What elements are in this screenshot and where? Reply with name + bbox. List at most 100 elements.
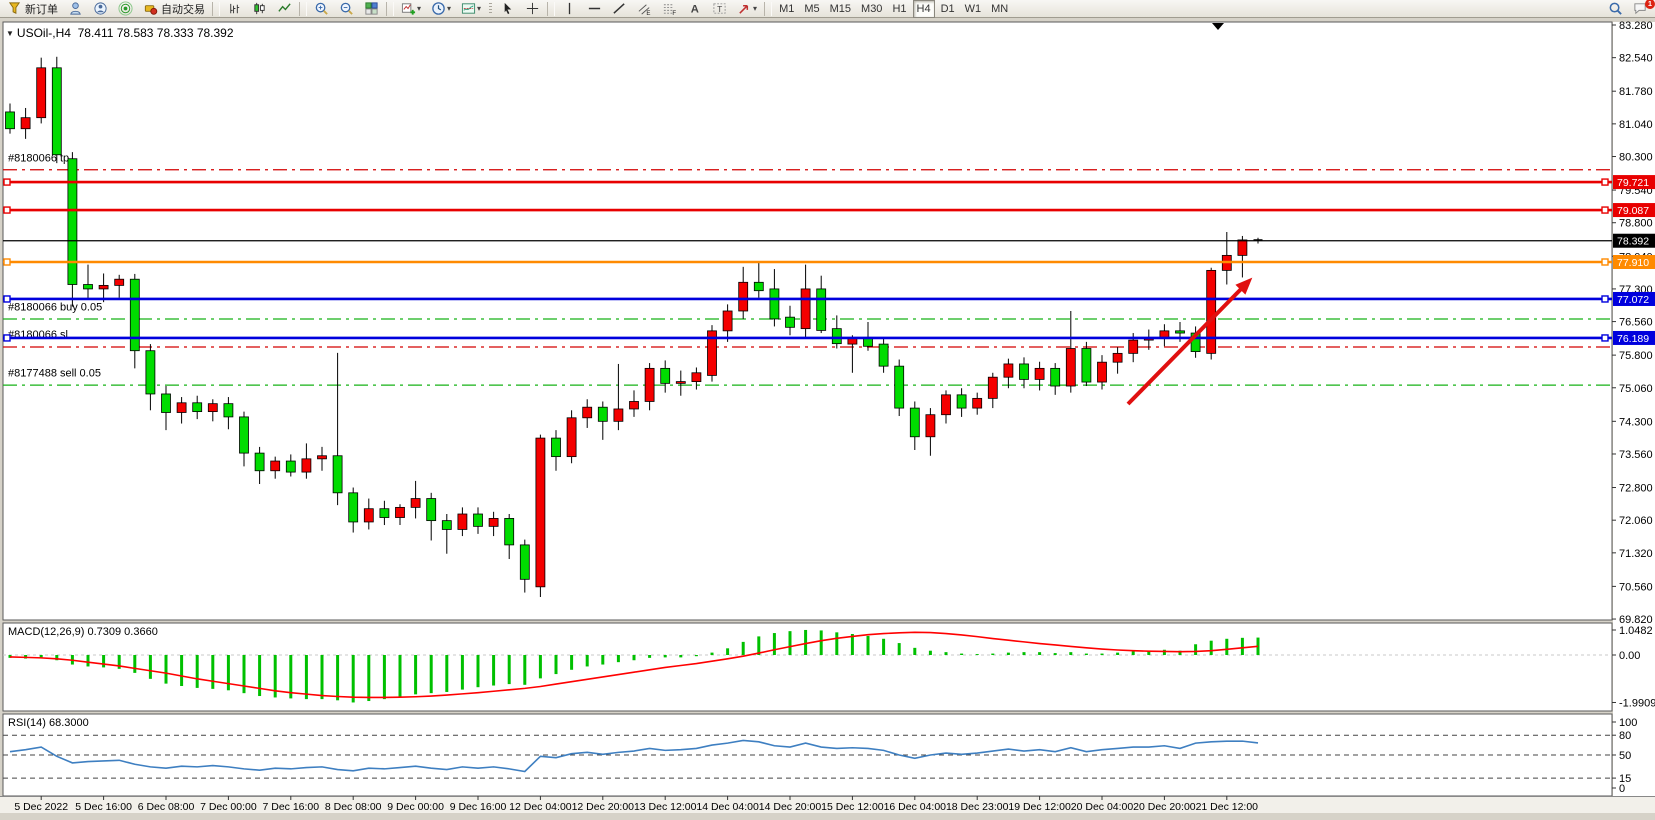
chevron-down-icon[interactable]: ▾ xyxy=(477,4,482,13)
candle-up xyxy=(1034,367,1045,380)
support-line-1-anchor[interactable] xyxy=(1601,295,1609,303)
time-axis-area[interactable] xyxy=(0,796,1655,813)
time-tick-label: 8 Dec 08:00 xyxy=(325,801,382,813)
svg-text:T: T xyxy=(717,4,722,14)
label-button[interactable]: T xyxy=(708,0,731,18)
cursor-icon xyxy=(500,1,515,16)
timeframe-m30[interactable]: M30 xyxy=(857,0,886,18)
candle-down xyxy=(519,544,530,580)
candle-down xyxy=(1175,330,1185,334)
candle-down xyxy=(192,402,203,413)
price-badge xyxy=(1613,233,1655,248)
cursor-button[interactable] xyxy=(496,0,519,18)
zoom-out-button[interactable] xyxy=(335,0,358,18)
candle-down xyxy=(145,350,156,395)
price-tick-label: 75.060 xyxy=(1619,383,1653,395)
community-button[interactable] xyxy=(89,0,112,18)
vline-button[interactable] xyxy=(558,0,581,18)
macd-panel[interactable] xyxy=(2,622,1613,712)
candle-up xyxy=(1112,352,1123,363)
search-button[interactable] xyxy=(1604,0,1627,18)
price-tick-label: 70.560 xyxy=(1619,581,1653,593)
timeframe-d1[interactable]: D1 xyxy=(937,0,959,18)
chat-button[interactable]: 1 xyxy=(1629,0,1655,18)
trend-arrow-head xyxy=(1235,277,1253,295)
macd-signal-line xyxy=(9,631,1259,699)
resistance-line-2-anchor[interactable] xyxy=(3,206,11,214)
time-tick-label: 13 Dec 12:00 xyxy=(634,801,697,813)
price-tick-label: 72.060 xyxy=(1619,515,1653,527)
time-tick-label: 14 Dec 04:00 xyxy=(696,801,759,813)
bar-chart-button[interactable] xyxy=(223,0,246,18)
support-line-1-anchor[interactable] xyxy=(3,295,11,303)
timeframe-m15-label: M15 xyxy=(829,2,852,15)
time-tick-label: 7 Dec 16:00 xyxy=(262,801,319,813)
timeframe-m5[interactable]: M5 xyxy=(800,0,823,18)
resistance-line-1-anchor[interactable] xyxy=(1601,178,1609,186)
indicators-button[interactable]: ▾ xyxy=(397,0,425,18)
arrows-button[interactable]: ▾ xyxy=(733,0,761,18)
community-icon xyxy=(93,1,108,16)
trendline-icon xyxy=(612,1,627,16)
candle-up xyxy=(410,498,421,508)
text-icon: A xyxy=(687,1,702,16)
toolbar: 新订单 自动交易 ▾ ▾ ▾ E F A T ▾ M1 M5 M15 M30 H1 H4 D1 W1 MN 1 xyxy=(0,0,1655,18)
chart-title-ohlc: 78.411 78.583 78.333 78.392 xyxy=(77,26,234,40)
channel-button[interactable]: E xyxy=(633,0,656,18)
candle-up xyxy=(691,372,702,383)
timeframe-mn[interactable]: MN xyxy=(987,0,1012,18)
candle-down xyxy=(473,513,483,527)
pivot-line-anchor[interactable] xyxy=(1601,258,1609,266)
time-tick-label: 9 Dec 16:00 xyxy=(450,801,507,813)
periods-button[interactable]: ▾ xyxy=(427,0,455,18)
chevron-down-icon[interactable]: ▾ xyxy=(417,4,422,13)
timeframe-d1-label: D1 xyxy=(940,2,955,15)
price-tick-label: 76.560 xyxy=(1619,317,1653,329)
svg-text:A: A xyxy=(691,4,699,16)
rsi-tick-label: 0 xyxy=(1619,783,1625,795)
pivot-line-anchor[interactable] xyxy=(3,258,11,266)
chevron-down-icon[interactable]: ▾ xyxy=(753,4,758,13)
templates-button[interactable]: ▾ xyxy=(457,0,485,18)
fibonacci-button[interactable]: F xyxy=(658,0,681,18)
text-button[interactable]: A xyxy=(683,0,706,18)
timeframe-m15[interactable]: M15 xyxy=(826,0,855,18)
time-tick-label: 18 Dec 23:00 xyxy=(946,801,1009,813)
chevron-down-icon[interactable]: ▾ xyxy=(447,4,452,13)
candle-up xyxy=(1065,348,1076,387)
line-chart-button[interactable] xyxy=(273,0,296,18)
timeframe-h4[interactable]: H4 xyxy=(912,0,935,18)
zoom-in-button[interactable] xyxy=(310,0,333,18)
resistance-line-1-anchor[interactable] xyxy=(3,178,11,186)
trend-arrow[interactable] xyxy=(1126,282,1248,406)
macd-tick-label: -1.9909 xyxy=(1619,697,1655,709)
resistance-line-2-anchor[interactable] xyxy=(1601,206,1609,214)
timeframe-m1[interactable]: M1 xyxy=(775,0,798,18)
price-badge xyxy=(1613,330,1655,345)
timeframe-w1[interactable]: W1 xyxy=(961,0,986,18)
crosshair-button[interactable] xyxy=(521,0,544,18)
candle-up xyxy=(675,381,686,384)
timeframe-h1[interactable]: H1 xyxy=(888,0,910,18)
hline-button[interactable] xyxy=(583,0,606,18)
support-line-2-anchor[interactable] xyxy=(3,334,11,342)
candlestick-button[interactable] xyxy=(248,0,271,18)
new-order-button[interactable]: 新订单 xyxy=(3,0,62,18)
candle-up xyxy=(722,310,733,332)
toolbar-separator xyxy=(547,1,556,16)
support-line-2-anchor[interactable] xyxy=(1601,334,1609,342)
chart-style-button[interactable] xyxy=(64,0,87,18)
notification-badge: 1 xyxy=(1645,0,1655,9)
candle-down xyxy=(597,406,608,422)
tile-windows-button[interactable] xyxy=(360,0,383,18)
candle-down xyxy=(831,328,842,345)
candle-up xyxy=(1097,361,1107,383)
symbol-dropdown-icon[interactable]: ▼ xyxy=(6,29,14,38)
autotrade-button[interactable]: 自动交易 xyxy=(139,0,209,18)
price-axis-area[interactable] xyxy=(1613,22,1655,796)
signals-button[interactable] xyxy=(114,0,137,18)
trendline-button[interactable] xyxy=(608,0,631,18)
candle-down xyxy=(5,111,15,130)
